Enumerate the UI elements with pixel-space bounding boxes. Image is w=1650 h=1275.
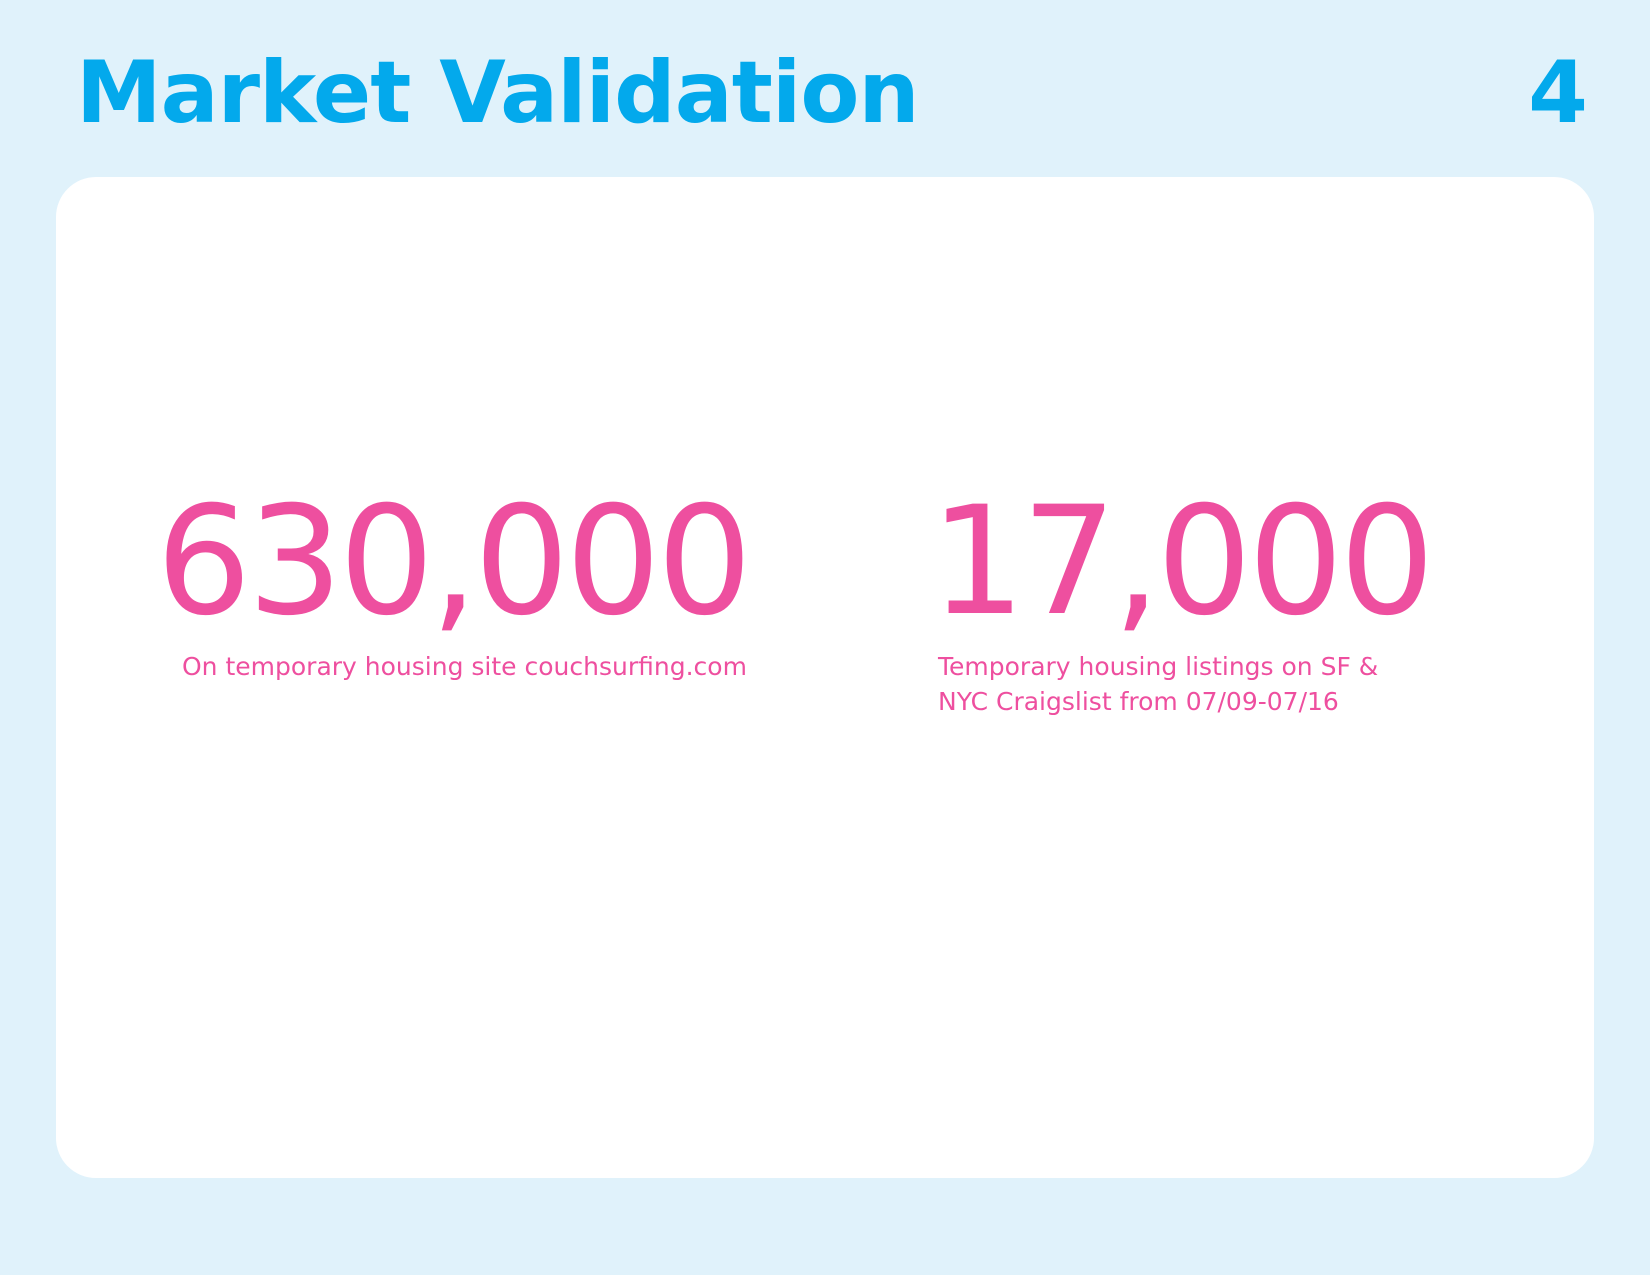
page-number: 4 (1528, 43, 1588, 143)
stat-caption: On temporary housing site couchsurfing.c… (182, 652, 747, 681)
stat-value: 17,000 (930, 475, 1435, 649)
stat-value: 630,000 (156, 475, 752, 649)
stat-caption: Temporary housing listings on SF & NYC C… (938, 652, 1379, 716)
stat-couchsurfing: 630,000 On temporary housing site couchs… (156, 477, 752, 684)
stat-craigslist: 17,000 Temporary housing listings on SF … (930, 477, 1435, 719)
slide-title: Market Validation (76, 43, 920, 143)
content-card: 630,000 On temporary housing site couchs… (56, 177, 1594, 1178)
